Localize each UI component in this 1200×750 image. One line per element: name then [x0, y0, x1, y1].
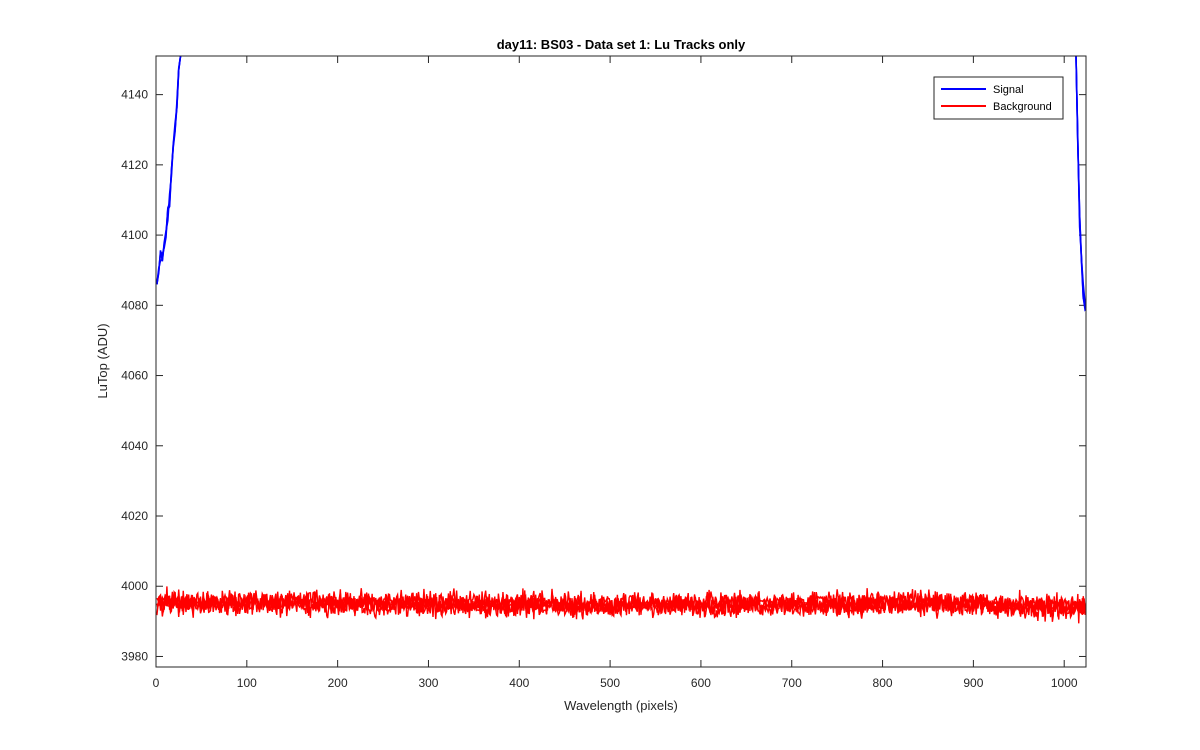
- x-tick-label: 600: [691, 676, 711, 690]
- x-tick-label: 100: [237, 676, 257, 690]
- chart-title: day11: BS03 - Data set 1: Lu Tracks only: [497, 37, 746, 52]
- x-tick-label: 500: [600, 676, 620, 690]
- series-group: [156, 56, 1086, 624]
- legend-box: [933, 76, 1064, 120]
- y-tick-label: 4120: [121, 158, 148, 172]
- y-axis-ticks: 3980 4000 4020 4040 4060 4080 4100 4120 4140: [121, 88, 1086, 663]
- plot-area: [156, 56, 1086, 667]
- x-tick-label: 0: [153, 676, 160, 690]
- x-tick-label: 800: [873, 676, 893, 690]
- x-tick-label: 200: [328, 676, 348, 690]
- signal-trace-0: [156, 56, 182, 285]
- x-tick-label: 400: [509, 676, 529, 690]
- y-tick-label: 3980: [121, 649, 148, 663]
- y-axis-label: LuTop (ADU): [95, 323, 110, 398]
- background-trace: [156, 588, 1086, 620]
- x-tick-label: 300: [418, 676, 438, 690]
- legend: Signal Background: [933, 76, 1064, 120]
- legend-label-signal: Signal: [993, 84, 1024, 96]
- y-tick-label: 4060: [121, 369, 148, 383]
- y-tick-label: 4000: [121, 579, 148, 593]
- y-tick-label: 4100: [121, 228, 148, 242]
- signal-trace-1: [1075, 56, 1086, 309]
- y-tick-label: 4080: [121, 298, 148, 312]
- x-axis-label: Wavelength (pixels): [564, 698, 678, 713]
- y-tick-label: 4040: [121, 439, 148, 453]
- plot-frame: [155, 55, 1087, 668]
- legend-label-background: Background: [993, 101, 1052, 113]
- y-tick-label: 4140: [121, 88, 148, 102]
- x-tick-label: 700: [782, 676, 802, 690]
- series-layer: [156, 56, 1086, 624]
- x-axis-ticks: 0 100 200 300 400 500 600 700 800 900 1000: [153, 56, 1078, 690]
- y-tick-label: 4020: [121, 509, 148, 523]
- x-tick-label: 900: [963, 676, 983, 690]
- x-tick-label: 1000: [1051, 676, 1078, 690]
